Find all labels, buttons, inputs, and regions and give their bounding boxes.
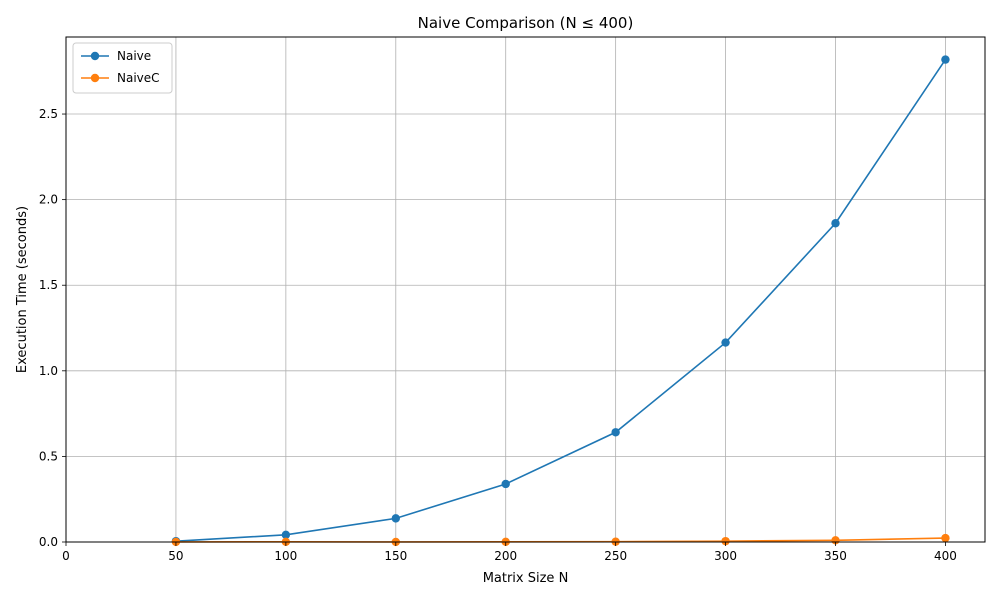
chart-title: Naive Comparison (N ≤ 400): [418, 14, 634, 32]
y-axis-ticks: 0.0 0.5 1.0 1.5 2.0 2.5: [39, 107, 66, 549]
x-axis-ticks: 0 50 100 150 200 250 300 350 400: [62, 542, 957, 563]
x-tick-label: 200: [494, 549, 517, 563]
data-point: [391, 514, 400, 523]
y-axis-label: Execution Time (seconds): [15, 206, 30, 373]
data-point: [831, 219, 840, 228]
x-axis-label: Matrix Size N: [483, 571, 569, 586]
plot-frame: [65, 36, 986, 543]
series-naive: [171, 55, 950, 546]
x-tick-label: 250: [604, 549, 627, 563]
legend: Naive NaiveC: [72, 42, 173, 94]
x-tick-label: 400: [934, 549, 957, 563]
x-tick-label: 50: [168, 549, 183, 563]
x-tick-label: 350: [824, 549, 847, 563]
y-tick-label: 1.0: [39, 364, 58, 378]
legend-marker: [90, 73, 100, 83]
data-point: [721, 536, 730, 546]
series-line: [175, 59, 947, 542]
x-tick-label: 150: [384, 549, 407, 563]
grid: [65, 37, 985, 543]
y-tick-label: 2.5: [39, 107, 58, 121]
data-point: [281, 530, 291, 540]
legend-marker: [90, 51, 100, 61]
series-line: [175, 537, 946, 543]
y-tick-label: 0.5: [39, 449, 58, 463]
series-layer: [171, 55, 950, 547]
x-tick-label: 100: [274, 549, 297, 563]
x-tick-label: 300: [714, 549, 737, 563]
data-point: [611, 428, 620, 437]
data-point: [941, 55, 950, 64]
legend-item: Naive: [81, 49, 151, 63]
y-tick-label: 0.0: [39, 535, 58, 549]
data-point: [721, 338, 730, 347]
legend-label: Naive: [117, 49, 151, 63]
x-tick-label: 0: [62, 549, 70, 563]
data-point: [501, 479, 510, 489]
legend-item: NaiveC: [81, 71, 160, 85]
y-tick-label: 1.5: [39, 278, 58, 292]
legend-label: NaiveC: [117, 71, 160, 85]
data-point: [941, 533, 950, 543]
y-tick-label: 2.0: [39, 193, 58, 207]
